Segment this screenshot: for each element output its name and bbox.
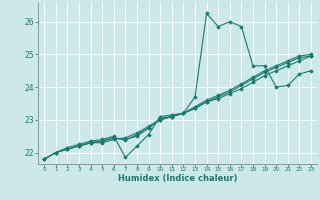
X-axis label: Humidex (Indice chaleur): Humidex (Indice chaleur) <box>118 174 237 183</box>
